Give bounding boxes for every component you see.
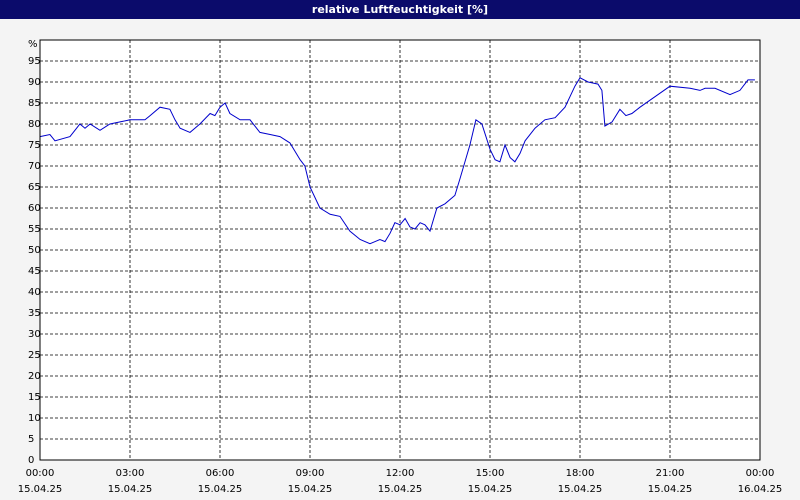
y-tick-label: 5 <box>28 434 34 445</box>
y-tick-label: 55 <box>28 224 41 235</box>
y-tick-label: 60 <box>28 203 41 214</box>
data-line <box>39 77 755 245</box>
y-tick-label: 80 <box>28 119 41 130</box>
x-tick-label: 18:00 <box>566 468 595 479</box>
y-tick-label: 50 <box>28 245 41 256</box>
y-tick-label: 95 <box>28 56 41 67</box>
x-tick-date: 15.04.25 <box>198 484 243 495</box>
x-tick-label: 06:00 <box>206 468 235 479</box>
y-tick-label: 75 <box>28 140 41 151</box>
x-tick-date: 15.04.25 <box>288 484 333 495</box>
y-tick-label: 30 <box>28 329 41 340</box>
x-tick-date: 15.04.25 <box>648 484 693 495</box>
x-tick-label: 15:00 <box>476 468 505 479</box>
x-tick-date: 15.04.25 <box>18 484 63 495</box>
y-axis-label: % <box>28 39 38 50</box>
x-tick-label: 21:00 <box>656 468 685 479</box>
y-tick-label: 90 <box>28 77 41 88</box>
y-tick-label: 65 <box>28 182 41 193</box>
y-tick-label: 0 <box>28 455 34 466</box>
x-tick-date: 15.04.25 <box>108 484 153 495</box>
y-tick-label: 85 <box>28 98 41 109</box>
x-tick-label: 09:00 <box>296 468 325 479</box>
marks <box>39 77 755 245</box>
y-tick-label: 10 <box>28 413 41 424</box>
y-tick-label: 15 <box>28 392 41 403</box>
x-tick-date: 15.04.25 <box>558 484 603 495</box>
plot-border <box>39 39 761 461</box>
x-tick-label: 12:00 <box>386 468 415 479</box>
y-tick-label: 70 <box>28 161 41 172</box>
x-tick-label: 00:00 <box>746 468 775 479</box>
chart-title: relative Luftfeuchtigkeit [%] <box>312 3 488 16</box>
y-tick-label: 45 <box>28 266 41 277</box>
y-tick-label: 20 <box>28 371 41 382</box>
x-tick-date: 16.04.25 <box>738 484 783 495</box>
x-tick-label: 03:00 <box>116 468 145 479</box>
grid <box>39 40 761 461</box>
title-bar <box>0 0 800 19</box>
x-tick-date: 15.04.25 <box>468 484 513 495</box>
y-tick-label: 25 <box>28 350 41 361</box>
y-tick-label: 40 <box>28 287 41 298</box>
y-tick-label: 35 <box>28 308 41 319</box>
x-tick-label: 00:00 <box>26 468 55 479</box>
x-tick-date: 15.04.25 <box>378 484 423 495</box>
